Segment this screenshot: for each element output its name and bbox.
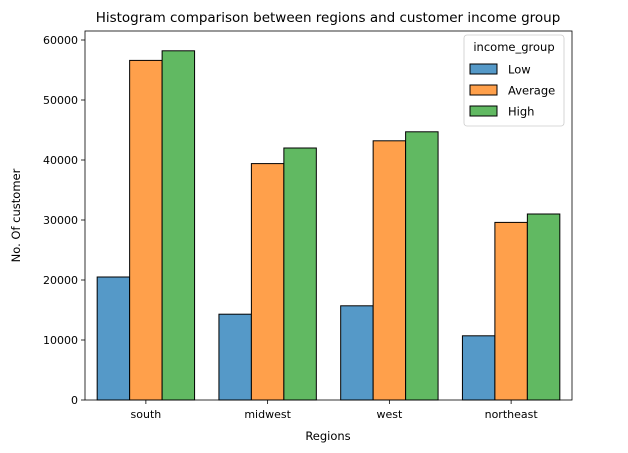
bar-average-south [129,59,163,401]
legend-label-average: Average [508,84,555,98]
plot-frame [84,30,573,401]
x-tick-label: midwest [244,408,291,421]
legend-frame [463,34,565,127]
y-tick-label: 0 [71,394,78,407]
bar-average-northeast [494,221,528,401]
legend-label-low: Low [508,63,531,77]
bar-low-west [340,305,374,401]
x-tick-label: south [131,408,162,421]
y-axis-label: No. Of customer [9,168,23,262]
bar-high-west [405,131,439,401]
bar-high-northeast [526,213,561,401]
y-tick-label: 50000 [43,94,78,107]
bar-average-west [372,140,407,401]
legend-title: income_group [473,40,554,54]
bars-layer [96,50,561,401]
x-tick-label: northeast [485,408,539,421]
y-tick-label: 40000 [43,154,78,167]
x-axis-label: Regions [305,429,350,443]
legend: income_group Low Average High [463,34,565,127]
bar-average-midwest [250,163,285,401]
bar-high-midwest [283,147,317,401]
y-tick-label: 30000 [43,214,78,227]
bar-high-south [161,50,196,401]
y-tick-label: 20000 [43,274,78,287]
legend-label-high: High [508,105,534,119]
legend-swatch-low [469,63,498,75]
legend-swatch-high [469,105,498,117]
bar-low-south [96,276,131,401]
x-axis: south midwest west northeast [131,400,539,421]
bar-low-northeast [461,335,496,401]
y-tick-label: 60000 [43,34,78,47]
legend-swatch-average [469,84,498,96]
chart-title: Histogram comparison between regions and… [96,10,561,26]
y-tick-label: 10000 [43,334,78,347]
bar-low-midwest [218,313,252,401]
legend-items: Low Average High [469,63,555,119]
x-tick-label: west [376,408,402,421]
y-axis: 0 10000 20000 30000 40000 50000 60000 [43,34,85,407]
